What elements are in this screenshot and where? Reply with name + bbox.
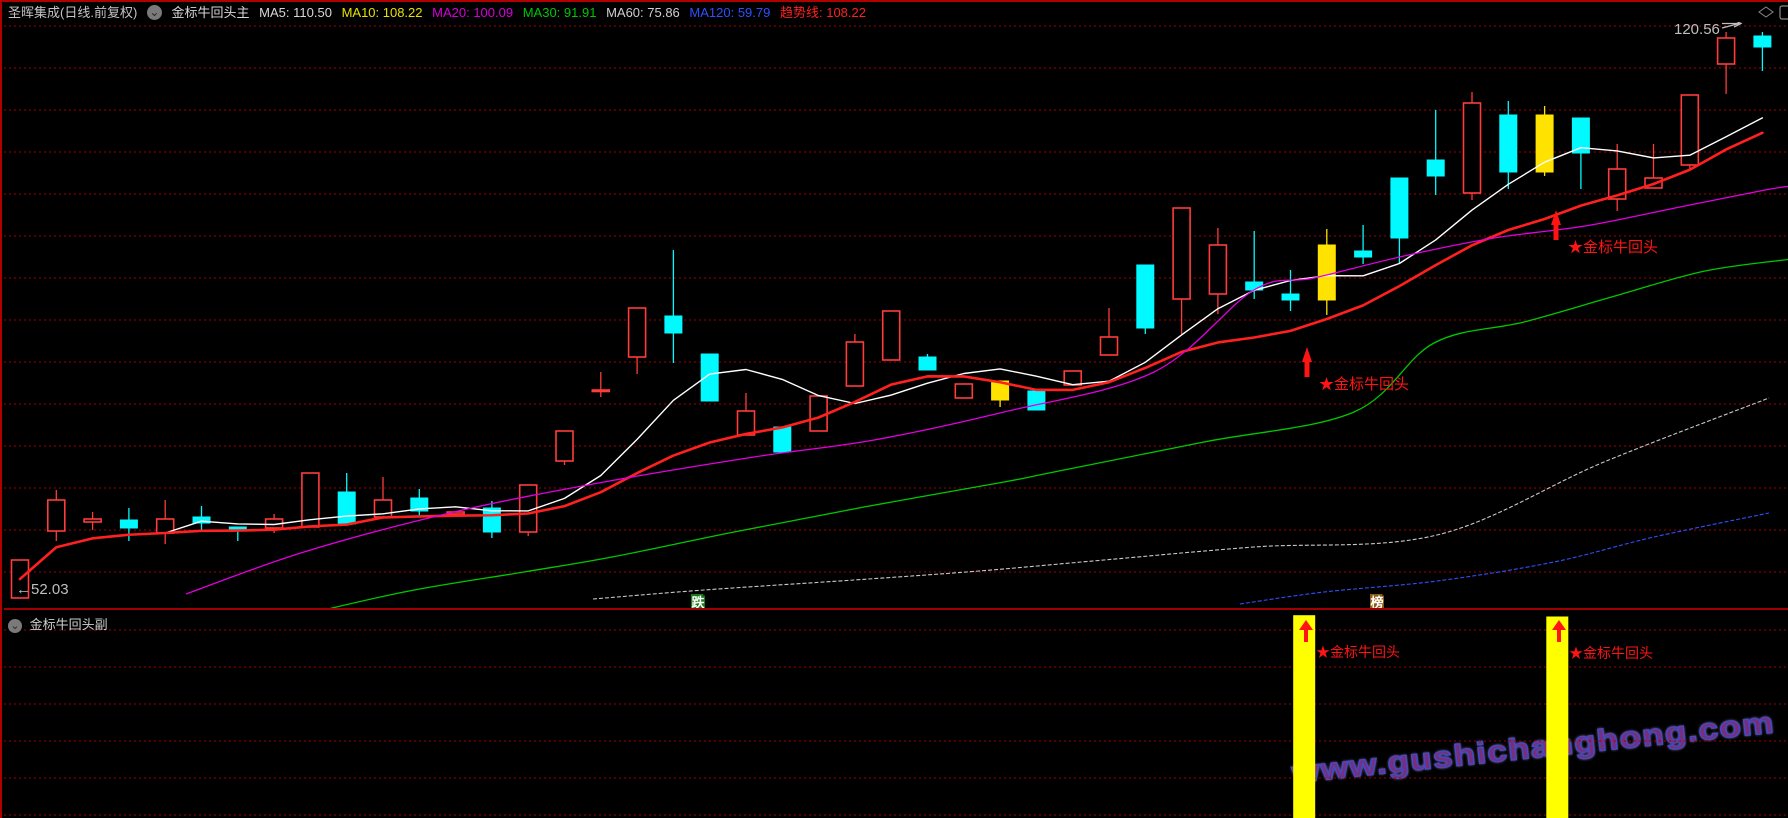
- svg-text:★金标牛回头: ★金标牛回头: [1316, 644, 1400, 660]
- svg-text:榜: 榜: [1370, 595, 1383, 610]
- svg-text:跌: 跌: [691, 595, 705, 610]
- svg-text:120.56: 120.56: [1674, 22, 1720, 38]
- svg-text:★金标牛回头: ★金标牛回头: [1569, 645, 1653, 661]
- svg-text:★金标牛回头: ★金标牛回头: [1568, 239, 1658, 256]
- svg-text:←52.03: ←52.03: [16, 581, 69, 598]
- svg-text:★金标牛回头: ★金标牛回头: [1319, 376, 1409, 393]
